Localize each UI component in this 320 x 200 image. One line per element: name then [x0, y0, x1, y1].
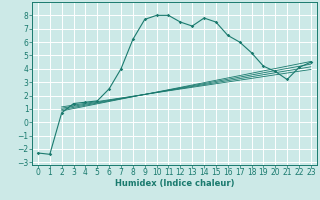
X-axis label: Humidex (Indice chaleur): Humidex (Indice chaleur)	[115, 179, 234, 188]
